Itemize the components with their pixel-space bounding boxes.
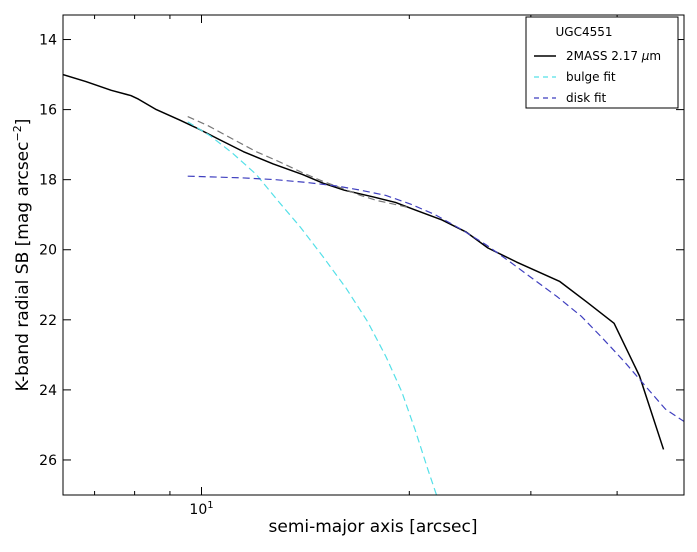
- x-tick-label: 101: [189, 500, 213, 518]
- legend-label-2mass: 2MASS 2.17 μm: [566, 49, 661, 63]
- x-tick-label-exponent: 1: [207, 500, 213, 511]
- series-line-combined: [187, 116, 410, 209]
- y-axis-title-main: K-band radial SB [mag arcsec: [13, 142, 33, 392]
- legend-label-text: 2MASS 2.17: [566, 49, 642, 63]
- y-axis-title: K-band radial SB [mag arcsec−2]: [11, 119, 33, 392]
- legend-label-text: disk fit: [566, 91, 607, 105]
- legend: UGC4551 2MASS 2.17 μm bulge fit disk fit: [525, 16, 679, 109]
- y-tick-label: 26: [39, 453, 57, 469]
- plot-frame: [62, 14, 685, 496]
- y-axis-title-tail: ]: [13, 119, 33, 126]
- legend-label-disk: disk fit: [566, 91, 607, 105]
- series-line-2mass: [63, 73, 665, 450]
- y-tick-label: 14: [39, 33, 57, 49]
- x-axis-title: semi-major axis [arcsec]: [269, 517, 478, 537]
- tick-label-layer: 14 16 18 20 22 24 26 101: [39, 33, 213, 518]
- tick-layer: [63, 15, 684, 495]
- legend-entries: 2MASS 2.17 μm bulge fit disk fit: [534, 49, 661, 105]
- legend-box: [525, 16, 679, 109]
- y-tick-label: 16: [39, 103, 57, 119]
- legend-label-mu: μ: [641, 49, 650, 63]
- series-layer: [63, 73, 684, 495]
- series-line-bulge: [187, 121, 438, 495]
- series-line-disk: [187, 175, 684, 422]
- x-tick-label-base: 10: [189, 502, 207, 518]
- legend-label-text: bulge fit: [566, 70, 616, 84]
- legend-label-unit: m: [649, 49, 661, 63]
- y-tick-label: 18: [39, 173, 57, 189]
- y-axis-title-exponent: −2: [11, 125, 24, 141]
- legend-label-bulge: bulge fit: [566, 70, 616, 84]
- y-tick-label: 22: [39, 313, 57, 329]
- y-tick-label: 24: [39, 383, 57, 399]
- legend-title: UGC4551: [556, 25, 613, 39]
- y-tick-label: 20: [39, 243, 57, 259]
